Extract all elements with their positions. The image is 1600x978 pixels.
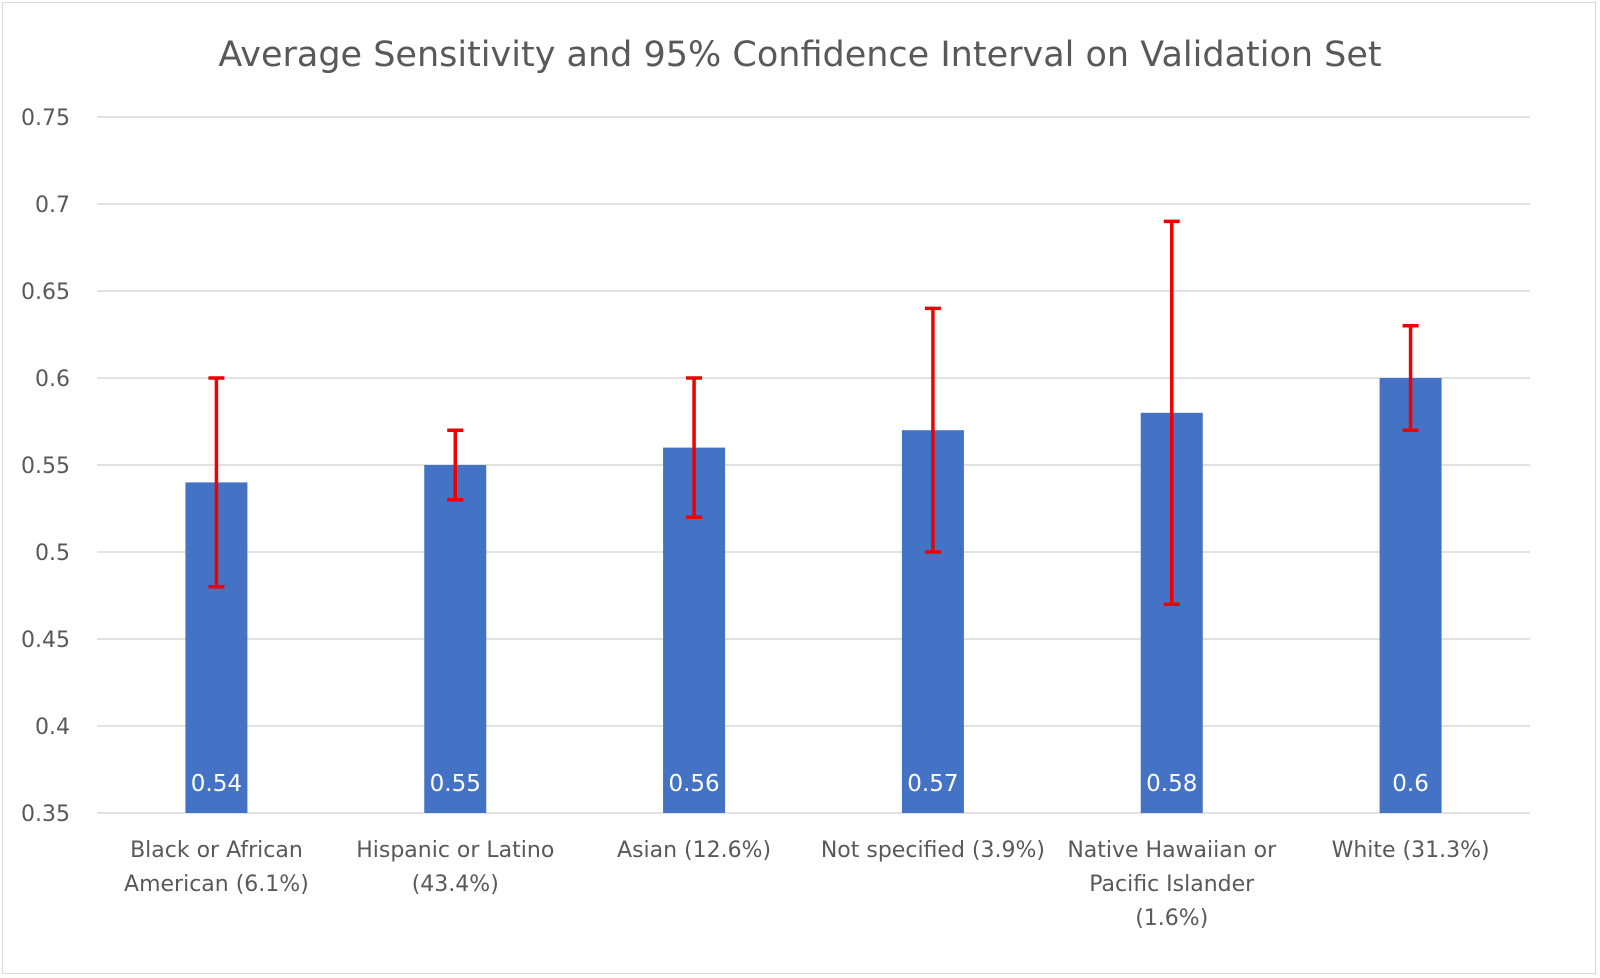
x-category-label-line: Not specified (3.9%) xyxy=(821,838,1045,863)
x-category-label-line: Hispanic or Latino xyxy=(356,838,554,863)
x-category-label: White (31.3%) xyxy=(1332,838,1490,863)
data-label: 0.56 xyxy=(668,771,719,797)
x-category-label-line: (1.6%) xyxy=(1135,906,1208,931)
data-label: 0.6 xyxy=(1392,771,1429,797)
y-tick-label: 0.45 xyxy=(21,628,70,653)
x-category-label-line: Asian (12.6%) xyxy=(617,838,771,863)
x-category-label: Hispanic or Latino (43.4%) xyxy=(356,838,554,897)
error-bar xyxy=(1163,219,1180,606)
y-tick-label: 0.35 xyxy=(21,802,70,827)
x-category-label: Black or African American (6.1%) xyxy=(124,838,309,897)
error-bar xyxy=(1402,324,1419,432)
error-bar xyxy=(208,376,225,589)
x-category-label-line: Native Hawaiian or xyxy=(1067,838,1277,863)
x-category-label-line: Black or African xyxy=(130,838,303,863)
data-label: 0.57 xyxy=(907,771,958,797)
error-bar xyxy=(686,376,703,519)
x-category-label-line: (43.4%) xyxy=(412,872,499,897)
error-bars xyxy=(208,219,1419,606)
bar xyxy=(424,465,487,813)
y-tick-label: 0.65 xyxy=(21,280,70,305)
x-category-label-line: White (31.3%) xyxy=(1332,838,1490,863)
bar xyxy=(1379,378,1442,813)
x-category-label: Asian (12.6%) xyxy=(617,838,771,863)
y-tick-label: 0.6 xyxy=(35,367,70,392)
bars xyxy=(185,378,1442,813)
error-bar xyxy=(447,428,464,502)
gridlines xyxy=(97,116,1530,814)
y-tick-label: 0.75 xyxy=(21,106,70,131)
data-labels: 0.54 0.55 0.56 0.57 0.58 0.6 xyxy=(191,771,1429,797)
y-tick-label: 0.55 xyxy=(21,454,70,479)
x-category-label: Native Hawaiian or Pacific Islander (1.6%) xyxy=(1067,838,1277,931)
error-bar xyxy=(924,306,941,554)
y-tick-label: 0.7 xyxy=(35,193,70,218)
y-tick-label: 0.5 xyxy=(35,541,70,566)
y-axis-tick-labels: 0.35 0.4 0.45 0.5 0.55 0.6 0.65 0.7 0.75 xyxy=(21,106,70,827)
data-label: 0.55 xyxy=(430,771,481,797)
x-category-label: Not specified (3.9%) xyxy=(821,838,1045,863)
x-category-label-line: American (6.1%) xyxy=(124,872,309,897)
data-label: 0.54 xyxy=(191,771,242,797)
data-label: 0.58 xyxy=(1146,771,1197,797)
x-axis-category-labels: Black or African American (6.1%) Hispanic … xyxy=(124,838,1490,931)
chart-title: Average Sensitivity and 95% Confidence I… xyxy=(218,35,1381,75)
x-category-label-line: Pacific Islander xyxy=(1089,872,1255,897)
y-tick-label: 0.4 xyxy=(35,715,70,740)
